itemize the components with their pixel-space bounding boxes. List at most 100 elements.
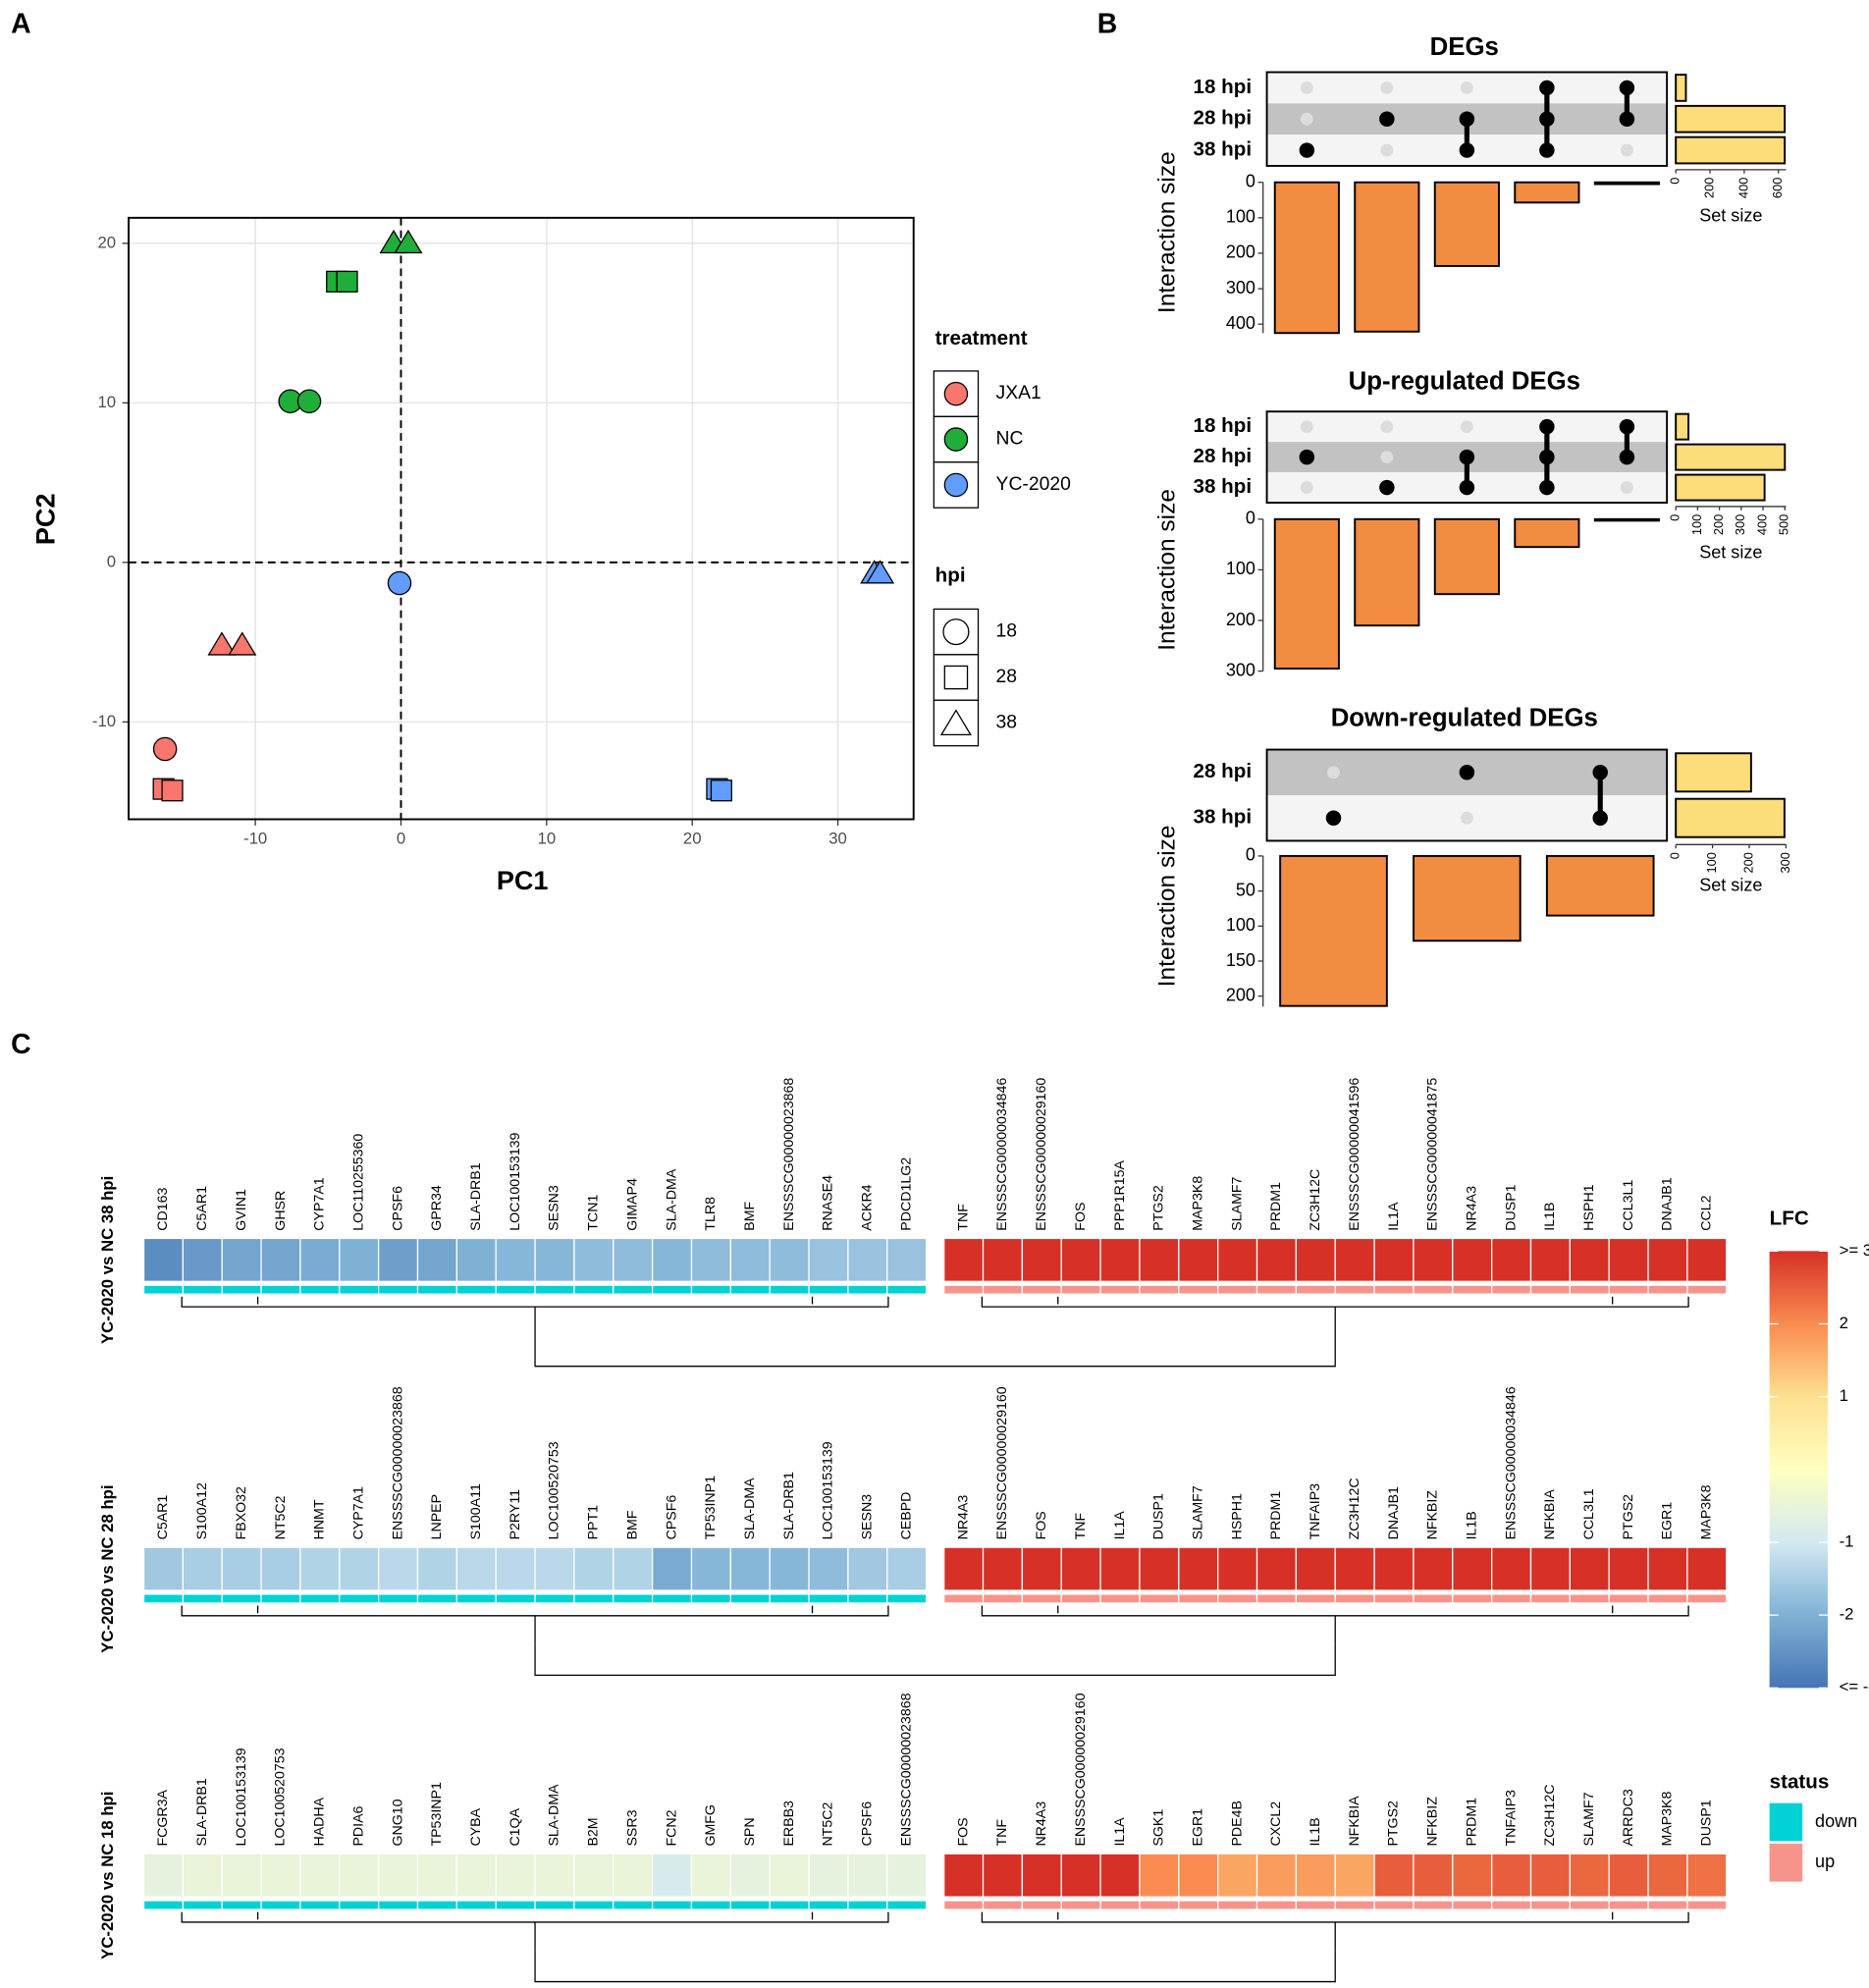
status-cell xyxy=(1099,1284,1141,1295)
set-axis-label: Set size xyxy=(1699,205,1762,225)
heatmap-cell xyxy=(1647,1853,1688,1898)
status-cell xyxy=(769,1284,810,1295)
matrix-dot xyxy=(1460,81,1473,94)
status-cell xyxy=(1647,1900,1688,1910)
heatmap-cell xyxy=(1413,1237,1454,1282)
gene-label: TNF xyxy=(994,1819,1010,1847)
heatmap-cell xyxy=(142,1237,185,1282)
set-label: 28 hpi xyxy=(1193,760,1252,782)
heatmap-cell xyxy=(1490,1237,1532,1282)
dendrogram xyxy=(981,1911,1689,1951)
heatmap-cell xyxy=(142,1853,185,1898)
status-cell xyxy=(769,1593,810,1604)
gene-label: SGK1 xyxy=(1151,1809,1167,1847)
status-cell xyxy=(495,1900,536,1910)
bar xyxy=(1433,181,1500,267)
heatmap-cell xyxy=(1686,1237,1728,1282)
legend-key xyxy=(933,699,980,747)
heatmap-cell xyxy=(1569,1546,1610,1591)
status-cell xyxy=(690,1593,731,1604)
status-cell xyxy=(982,1284,1024,1295)
status-cell xyxy=(534,1900,575,1910)
status-cell xyxy=(455,1900,497,1910)
gene-label: LOC100153139 xyxy=(507,1133,523,1231)
gene-label: SESN3 xyxy=(547,1185,562,1231)
heatmap-cell xyxy=(534,1546,575,1591)
heatmap-cell xyxy=(1099,1546,1141,1591)
set-axis-tick-label: 0 xyxy=(1668,178,1682,185)
heatmap-cell xyxy=(1452,1853,1493,1898)
point xyxy=(296,389,322,413)
heatmap-cell xyxy=(886,1546,928,1591)
status-cell xyxy=(260,1284,301,1295)
point xyxy=(161,779,184,802)
chart-title: DEGs xyxy=(1430,33,1499,61)
heatmap-cell xyxy=(416,1546,457,1591)
gene-label: FOS xyxy=(955,1817,971,1846)
matrix-dot xyxy=(1539,142,1555,158)
set-label: 18 hpi xyxy=(1193,414,1252,437)
gene-label: GNG10 xyxy=(390,1799,405,1846)
status-cell xyxy=(1295,1900,1336,1910)
status-cell xyxy=(808,1900,849,1910)
gene-label: SLA-DMA xyxy=(742,1478,758,1540)
legend-shape xyxy=(939,709,972,736)
bar xyxy=(1514,517,1580,549)
heatmap-cell xyxy=(495,1546,536,1591)
gene-label: SLA-DRB1 xyxy=(194,1778,210,1846)
gene-label: SESN3 xyxy=(860,1494,876,1540)
y-tick-label: 0 xyxy=(1246,845,1255,865)
heatmap-cell xyxy=(1139,1546,1180,1591)
status-cell xyxy=(1529,1284,1571,1295)
heatmap-cell xyxy=(651,1546,693,1591)
status-cell xyxy=(1217,1284,1258,1295)
status-cell xyxy=(339,1900,380,1910)
gene-label: PDE4B xyxy=(1229,1800,1245,1846)
heatmap-cell xyxy=(1139,1853,1180,1898)
heatmap-cell xyxy=(613,1546,654,1591)
set-axis-tick-label: 400 xyxy=(1754,514,1769,535)
status-cell xyxy=(260,1593,301,1604)
heatmap-cell xyxy=(1295,1853,1336,1898)
status-cell xyxy=(1295,1284,1336,1295)
status-cell xyxy=(182,1900,223,1910)
status-cell xyxy=(1021,1900,1062,1910)
status-cell xyxy=(808,1284,849,1295)
matrix-dot xyxy=(1539,449,1555,465)
gene-label: PRDM1 xyxy=(1268,1491,1284,1540)
y-axis-label: Interaction size xyxy=(1153,489,1180,651)
status-cell xyxy=(339,1284,380,1295)
gene-label: B2M xyxy=(586,1817,602,1846)
x-tick-label: 0 xyxy=(397,830,405,848)
y-tick-label: 10 xyxy=(97,393,116,411)
legend-title: status xyxy=(1770,1771,1830,1794)
status-cell xyxy=(1373,1900,1415,1910)
status-cell xyxy=(377,1284,419,1295)
heatmap-cell xyxy=(690,1237,731,1282)
status-cell xyxy=(455,1593,497,1604)
status-cell xyxy=(260,1900,301,1910)
point xyxy=(336,270,358,293)
heatmap-cell xyxy=(1413,1853,1454,1898)
y-tick-label: 400 xyxy=(1226,313,1255,333)
matrix-dot xyxy=(1619,111,1635,127)
set-axis-tick-label: 300 xyxy=(1733,514,1747,535)
status-cell xyxy=(1217,1593,1258,1604)
gene-label: DNAJB1 xyxy=(1660,1177,1676,1230)
status-cell xyxy=(690,1284,731,1295)
bar xyxy=(1514,181,1580,204)
matrix-dot xyxy=(1539,418,1555,435)
heatmap-cell xyxy=(1021,1853,1062,1898)
status-cell xyxy=(651,1900,693,1910)
status-cell xyxy=(339,1593,380,1604)
point xyxy=(866,560,895,584)
heatmap-cell xyxy=(495,1853,536,1898)
y-tick-label: 0 xyxy=(1246,171,1255,190)
colorbar-label: >= 3 xyxy=(1840,1241,1869,1260)
status-cell xyxy=(613,1593,654,1604)
heatmap-cell xyxy=(808,1853,849,1898)
panel-label: C xyxy=(11,1029,30,1060)
status-cell xyxy=(1452,1900,1493,1910)
legend-title: LFC xyxy=(1770,1208,1809,1230)
gene-label: TNF xyxy=(955,1204,971,1231)
